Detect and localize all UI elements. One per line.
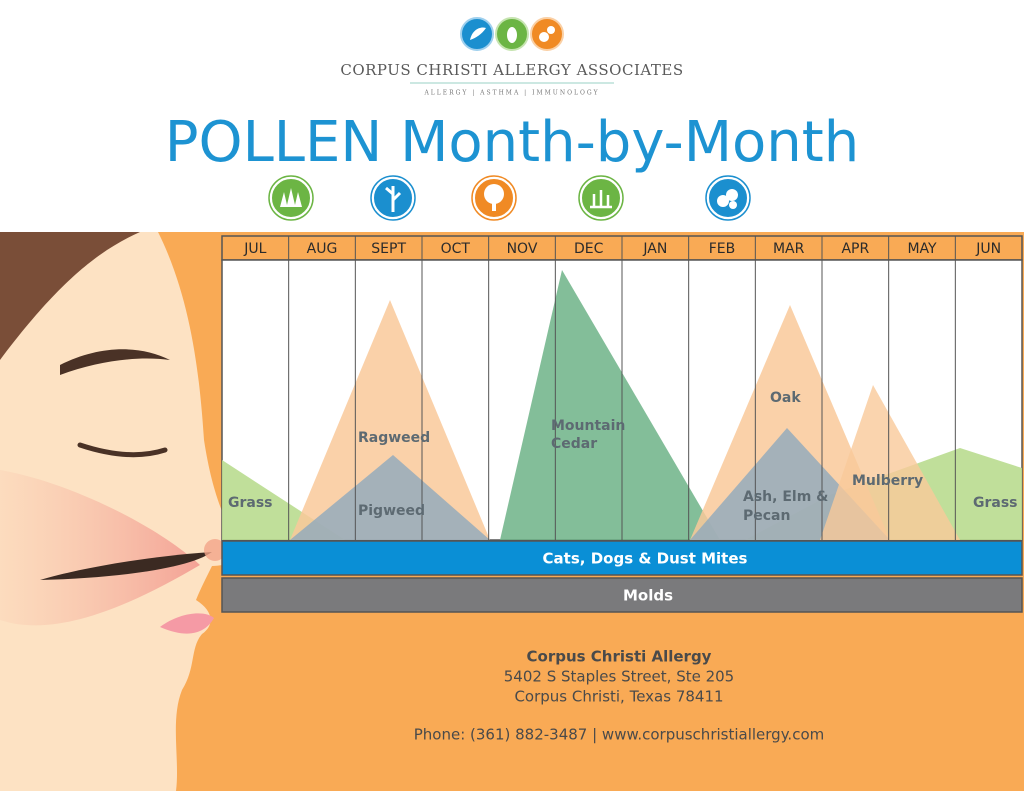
month-label: MAR: [773, 241, 805, 257]
month-label: FEB: [709, 241, 736, 257]
pollen-label: Grass: [228, 495, 273, 511]
pollen-label: Mountain: [551, 418, 625, 434]
pollen-label: Oak: [770, 390, 801, 406]
month-columns: JUL AUG SEPT OCT NOV DEC JAN FEB MAR APR MAY JUN: [243, 241, 1001, 257]
month-label: APR: [841, 241, 869, 257]
month-label: DEC: [574, 241, 604, 257]
pollen-label: Ash, Elm &: [743, 489, 828, 505]
month-label: JAN: [642, 241, 667, 257]
pollen-label: Grass: [973, 495, 1018, 511]
month-label: SEPT: [371, 241, 406, 257]
pollen-label: Mulberry: [852, 473, 923, 489]
oak-shape: [690, 305, 890, 540]
title: POLLEN Month-by-Month: [165, 110, 859, 175]
logo-name: CORPUS CHRISTI ALLERGY ASSOCIATES: [340, 61, 683, 79]
pigweed-shape: [290, 455, 490, 540]
month-label: AUG: [307, 241, 338, 257]
month-label: OCT: [441, 241, 471, 257]
face-illustration: [0, 232, 240, 791]
logo-icons: [460, 17, 564, 51]
month-label: JUN: [975, 241, 1001, 257]
contact-phone: Phone: (361) 882-3487 | www.corpuschrist…: [414, 726, 825, 744]
month-label: NOV: [507, 241, 538, 257]
band-label: Cats, Dogs & Dust Mites: [543, 550, 748, 568]
pets-band: [221, 540, 1023, 576]
pollen-label: Pecan: [743, 508, 790, 524]
contact-city: Corpus Christi, Texas 78411: [514, 688, 723, 706]
logo-tagline: ALLERGY | ASTHMA | IMMUNOLOGY: [423, 90, 599, 97]
band-label: Molds: [623, 587, 673, 605]
category-icons: [268, 175, 751, 221]
pollen-label: Ragweed: [358, 430, 430, 446]
month-label: JUL: [243, 241, 266, 257]
month-label: MAY: [907, 241, 937, 257]
pollen-label: Pigweed: [358, 503, 425, 519]
column-lines: [288, 236, 956, 540]
ragweed-shape: [290, 300, 490, 540]
contact-address: 5402 S Staples Street, Ste 205: [504, 668, 734, 686]
molds-band: [221, 577, 1023, 613]
contact-name: Corpus Christi Allergy: [527, 648, 712, 666]
mulberry-shape: [820, 385, 960, 540]
pollen-label: Cedar: [551, 436, 597, 452]
